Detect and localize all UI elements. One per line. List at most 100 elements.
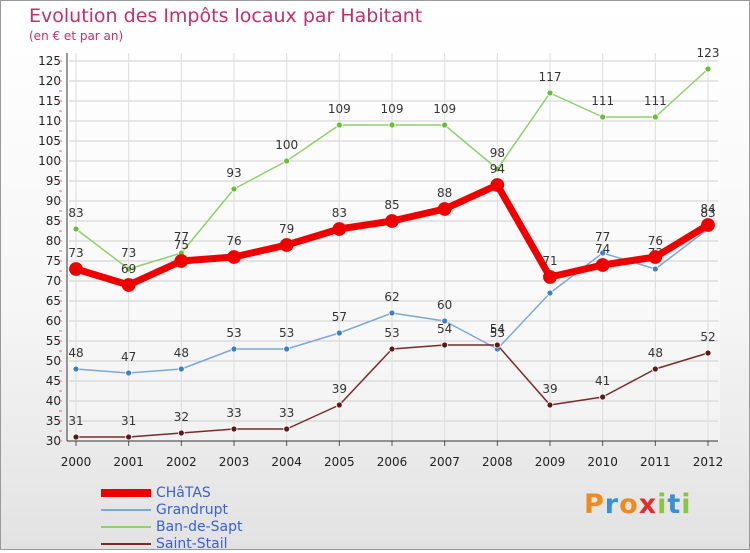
x-tick-label: 2010 [587, 455, 618, 469]
data-point [546, 289, 554, 297]
data-point [230, 345, 238, 353]
data-label: 93 [226, 166, 241, 180]
data-point [599, 393, 607, 401]
data-point [704, 349, 712, 357]
y-tick-label: 60 [46, 314, 61, 328]
x-tick-label: 2007 [429, 455, 460, 469]
data-point [335, 401, 343, 409]
y-tick-label: 125 [38, 54, 61, 68]
data-label: 109 [433, 102, 456, 116]
y-tick-label: 55 [46, 334, 61, 348]
data-label: 52 [700, 330, 715, 344]
x-tick-label: 2012 [693, 455, 724, 469]
data-label: 123 [697, 46, 720, 60]
data-point [599, 249, 607, 257]
x-tick-label: 2004 [271, 455, 302, 469]
data-point [651, 113, 659, 121]
x-tick-label: 2000 [61, 455, 92, 469]
data-point [72, 225, 80, 233]
logo-letter: P [584, 489, 605, 520]
data-point [125, 433, 133, 441]
data-point [543, 270, 557, 284]
legend-swatch [101, 526, 151, 528]
x-tick-label: 2002 [166, 455, 197, 469]
data-label: 100 [275, 138, 298, 152]
data-label: 83 [68, 206, 83, 220]
y-tick-label: 80 [46, 234, 61, 248]
legend-swatch [101, 509, 151, 511]
data-label: 31 [121, 414, 136, 428]
data-label: 76 [226, 234, 241, 248]
data-label: 62 [384, 290, 399, 304]
logo-letter: x [638, 489, 658, 520]
data-label: 54 [437, 322, 452, 336]
data-point [283, 425, 291, 433]
data-point [332, 222, 347, 236]
data-label: 31 [68, 414, 83, 428]
data-point [441, 317, 449, 325]
data-point [441, 121, 449, 129]
y-tick-label: 75 [46, 254, 61, 268]
data-point [651, 365, 659, 373]
data-point [283, 157, 291, 165]
data-label: 111 [591, 94, 614, 108]
data-label: 39 [332, 382, 347, 396]
data-point [704, 65, 712, 73]
data-label: 83 [700, 206, 715, 220]
data-label: 53 [490, 326, 505, 340]
chart-subtitle: (en € et par an) [29, 29, 124, 43]
data-label: 41 [595, 374, 610, 388]
data-point [177, 365, 185, 373]
x-tick-label: 2011 [640, 455, 671, 469]
data-label: 84 [700, 202, 715, 216]
data-point [230, 425, 238, 433]
data-point [388, 121, 396, 129]
y-tick-label: 50 [46, 354, 61, 368]
x-tick-label: 2008 [482, 455, 513, 469]
data-point [546, 89, 554, 97]
data-label: 73 [68, 246, 83, 260]
y-tick-label: 100 [38, 154, 61, 168]
data-point [388, 309, 396, 317]
y-tick-label: 90 [46, 194, 61, 208]
data-label: 117 [539, 70, 562, 84]
data-label: 109 [381, 102, 404, 116]
data-point [174, 254, 189, 268]
data-point [599, 113, 607, 121]
y-tick-label: 70 [46, 274, 61, 288]
data-label: 94 [490, 162, 505, 176]
data-point [125, 369, 133, 377]
data-point [121, 278, 136, 292]
data-point [230, 185, 238, 193]
data-point [595, 258, 610, 272]
data-label: 73 [121, 246, 136, 260]
data-point [72, 433, 80, 441]
data-label: 53 [226, 326, 241, 340]
data-label: 47 [121, 350, 136, 364]
x-tick-label: 2001 [113, 455, 144, 469]
y-tick-label: 45 [46, 374, 61, 388]
data-label: 75 [174, 238, 189, 252]
x-tick-label: 2005 [324, 455, 355, 469]
data-label: 85 [384, 198, 399, 212]
data-label: 79 [279, 222, 294, 236]
data-point [177, 429, 185, 437]
data-point [279, 238, 294, 252]
y-tick-label: 40 [46, 394, 61, 408]
data-label: 77 [595, 230, 610, 244]
logo-letter: o [619, 489, 639, 520]
legend-label: Grandrupt [156, 502, 228, 518]
data-label: 111 [644, 94, 667, 108]
data-point [125, 265, 133, 273]
logo-letter: i [657, 489, 668, 520]
data-label: 48 [648, 346, 663, 360]
data-label: 33 [226, 406, 241, 420]
data-point [441, 341, 449, 349]
y-tick-label: 110 [38, 114, 61, 128]
legend-swatch [101, 543, 151, 545]
data-point [651, 265, 659, 273]
y-tick-label: 115 [38, 94, 61, 108]
y-tick-label: 95 [46, 174, 61, 188]
data-label: 48 [174, 346, 189, 360]
